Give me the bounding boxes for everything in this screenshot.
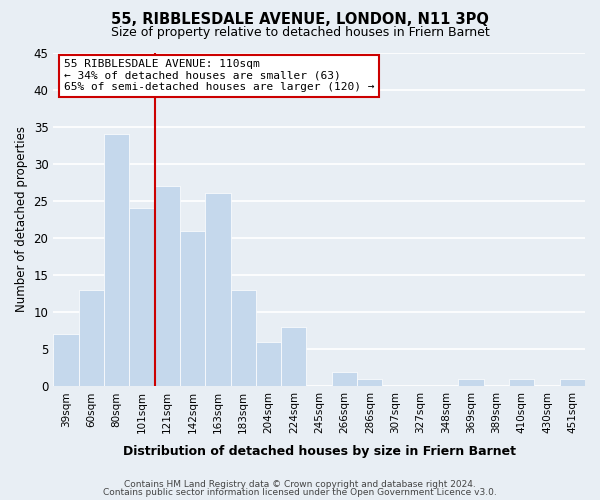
Text: Contains HM Land Registry data © Crown copyright and database right 2024.: Contains HM Land Registry data © Crown c… (124, 480, 476, 489)
Bar (205, 194, 230, 386)
Bar (256, 342, 281, 386)
Bar (458, 379, 484, 386)
Text: 55, RIBBLESDALE AVENUE, LONDON, N11 3PQ: 55, RIBBLESDALE AVENUE, LONDON, N11 3PQ (111, 12, 489, 28)
Text: Contains public sector information licensed under the Open Government Licence v3: Contains public sector information licen… (103, 488, 497, 497)
Bar (79, 290, 104, 386)
Text: Size of property relative to detached houses in Friern Barnet: Size of property relative to detached ho… (110, 26, 490, 39)
Bar (129, 208, 155, 386)
Y-axis label: Number of detached properties: Number of detached properties (15, 126, 28, 312)
Bar (560, 379, 585, 386)
Bar (180, 230, 205, 386)
Bar (104, 134, 129, 386)
Bar (53, 334, 79, 386)
Bar (155, 186, 180, 386)
Text: 55 RIBBLESDALE AVENUE: 110sqm
← 34% of detached houses are smaller (63)
65% of s: 55 RIBBLESDALE AVENUE: 110sqm ← 34% of d… (64, 59, 374, 92)
X-axis label: Distribution of detached houses by size in Friern Barnet: Distribution of detached houses by size … (122, 444, 515, 458)
Bar (509, 379, 535, 386)
Bar (230, 290, 256, 386)
Bar (357, 379, 382, 386)
Bar (281, 327, 307, 386)
Bar (332, 372, 357, 386)
